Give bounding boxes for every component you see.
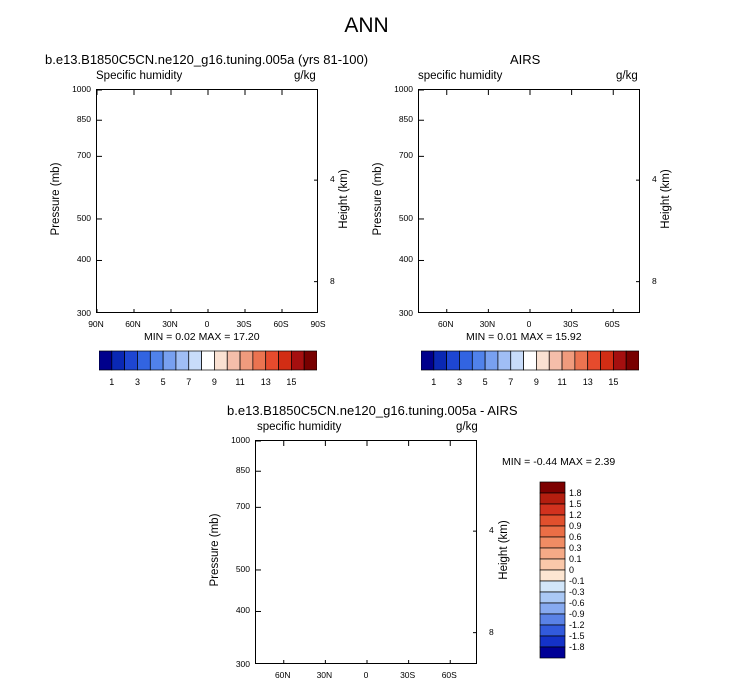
x-tick-label: 30N [162, 319, 178, 329]
colorbar-label: 5 [161, 377, 166, 387]
panel-model-units: g/kg [294, 70, 316, 82]
colorbar-box [162, 350, 177, 371]
x-tick-label: 60S [273, 319, 289, 329]
colorbar-label: 7 [186, 377, 191, 387]
colorbar-box [278, 350, 292, 371]
colorbar-box [201, 350, 215, 371]
panel-model-colorbar: 1 3 5 7 9 11 13 15 [98, 350, 318, 395]
y-tick-label: 1000 [72, 84, 91, 94]
colorbar-box [175, 350, 190, 371]
colorbar-box [214, 350, 228, 371]
panel-obs-units: g/kg [616, 70, 638, 82]
colorbar-box [111, 350, 125, 371]
colorbar-label: 9 [212, 377, 217, 387]
colorbar-box [98, 350, 113, 371]
colorbar-label: 11 [235, 377, 244, 387]
x-tick-label: 90N [88, 319, 104, 329]
colorbar-box [226, 350, 241, 371]
x-tick-label: 90S [310, 319, 326, 329]
colorbar-box [303, 350, 318, 371]
height-tick-label: 8 [330, 275, 335, 286]
y-tick-label: 300 [76, 308, 91, 318]
x-tick-label: 60N [125, 319, 141, 329]
colorbar-box [124, 350, 138, 371]
panel-model-contours [97, 90, 317, 312]
y-tick-label: 500 [76, 212, 91, 223]
panel-model-plot [96, 89, 318, 313]
x-tick-label: 0 [204, 319, 210, 329]
panel-obs-title: AIRS [510, 52, 541, 67]
colorbar-box [291, 350, 305, 371]
panel-model-title: b.e13.B1850C5CN.ne120_g16.tuning.005a (y… [45, 52, 369, 67]
colorbar-box [149, 350, 164, 371]
y-tick-label: 700 [76, 150, 91, 161]
colorbar-box [137, 350, 151, 371]
panel-obs-contours [419, 90, 639, 312]
panel-model-ylabel-right: Height (km) [338, 169, 350, 229]
panel-obs-variable: specific humidity [418, 70, 503, 82]
colorbar-box [239, 350, 254, 371]
panel-obs-plot [418, 89, 640, 313]
panel-model-minmax: MIN = 0.02 MAX = 17.20 [144, 331, 260, 343]
colorbar-label: 15 [286, 377, 296, 387]
figure-title: ANN [344, 14, 389, 37]
colorbar-label: 1 [109, 377, 114, 387]
panel-model-colorbar-svg: 1 3 5 7 9 11 13 15 [98, 350, 318, 387]
missing-data-mask [277, 102, 317, 312]
height-tick-label: 4 [330, 174, 335, 185]
panel-model-ylabel: Pressure (mb) [50, 162, 62, 236]
panel-model-variable: Specific humidity [96, 70, 183, 82]
colorbar-box [265, 350, 279, 371]
colorbar-box [252, 350, 267, 371]
colorbar-box [188, 350, 202, 371]
y-tick-label: 850 [76, 114, 91, 125]
x-tick-label: 30S [236, 319, 252, 329]
colorbar-label: 3 [135, 377, 140, 387]
y-tick-label: 400 [76, 254, 91, 265]
colorbar-label: 13 [261, 377, 271, 387]
